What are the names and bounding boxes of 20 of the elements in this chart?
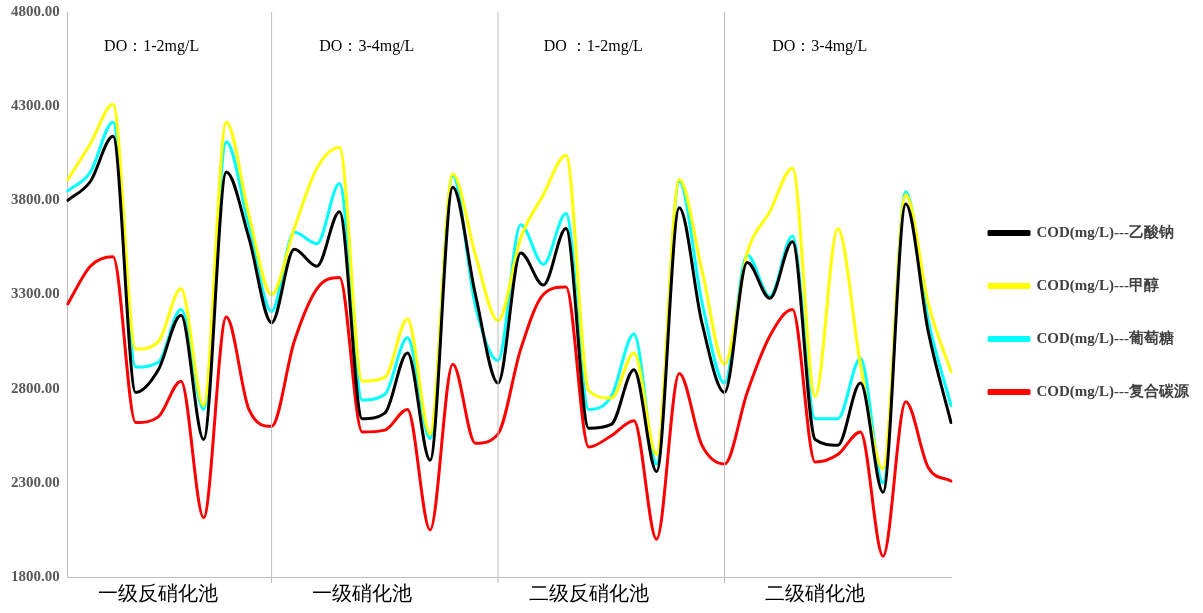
legend-label: COD(mg/L)---复合碳源 (1036, 382, 1190, 400)
x-tick-label: 二级反硝化池 (528, 582, 649, 605)
legend-label: COD(mg/L)---甲醇 (1036, 276, 1160, 294)
legend-label: COD(mg/L)---乙酸钠 (1036, 223, 1175, 241)
y-tick-label: 2800.00 (11, 379, 60, 396)
y-tick-label: 4300.00 (11, 97, 60, 114)
legend-label: COD(mg/L)---葡萄糖 (1036, 329, 1175, 347)
y-tick-label: 4800.00 (11, 2, 60, 19)
line-series (66, 255, 953, 558)
y-tick-label: 3300.00 (11, 285, 60, 302)
x-tick-label: 二级硝化池 (765, 582, 866, 605)
x-tick-label: 一级硝化池 (312, 582, 413, 605)
annotation: DO ：1-2mg/L (543, 37, 643, 56)
y-tick-label: 3800.00 (11, 191, 60, 208)
annotation: DO：3-4mg/L (772, 37, 868, 56)
annotation: DO：1-2mg/L (104, 37, 200, 56)
annotation: DO：3-4mg/L (319, 37, 415, 56)
x-tick-label: 一级反硝化池 (98, 582, 219, 605)
y-tick-label: 1800.00 (11, 567, 60, 584)
y-tick-label: 2300.00 (11, 473, 60, 490)
